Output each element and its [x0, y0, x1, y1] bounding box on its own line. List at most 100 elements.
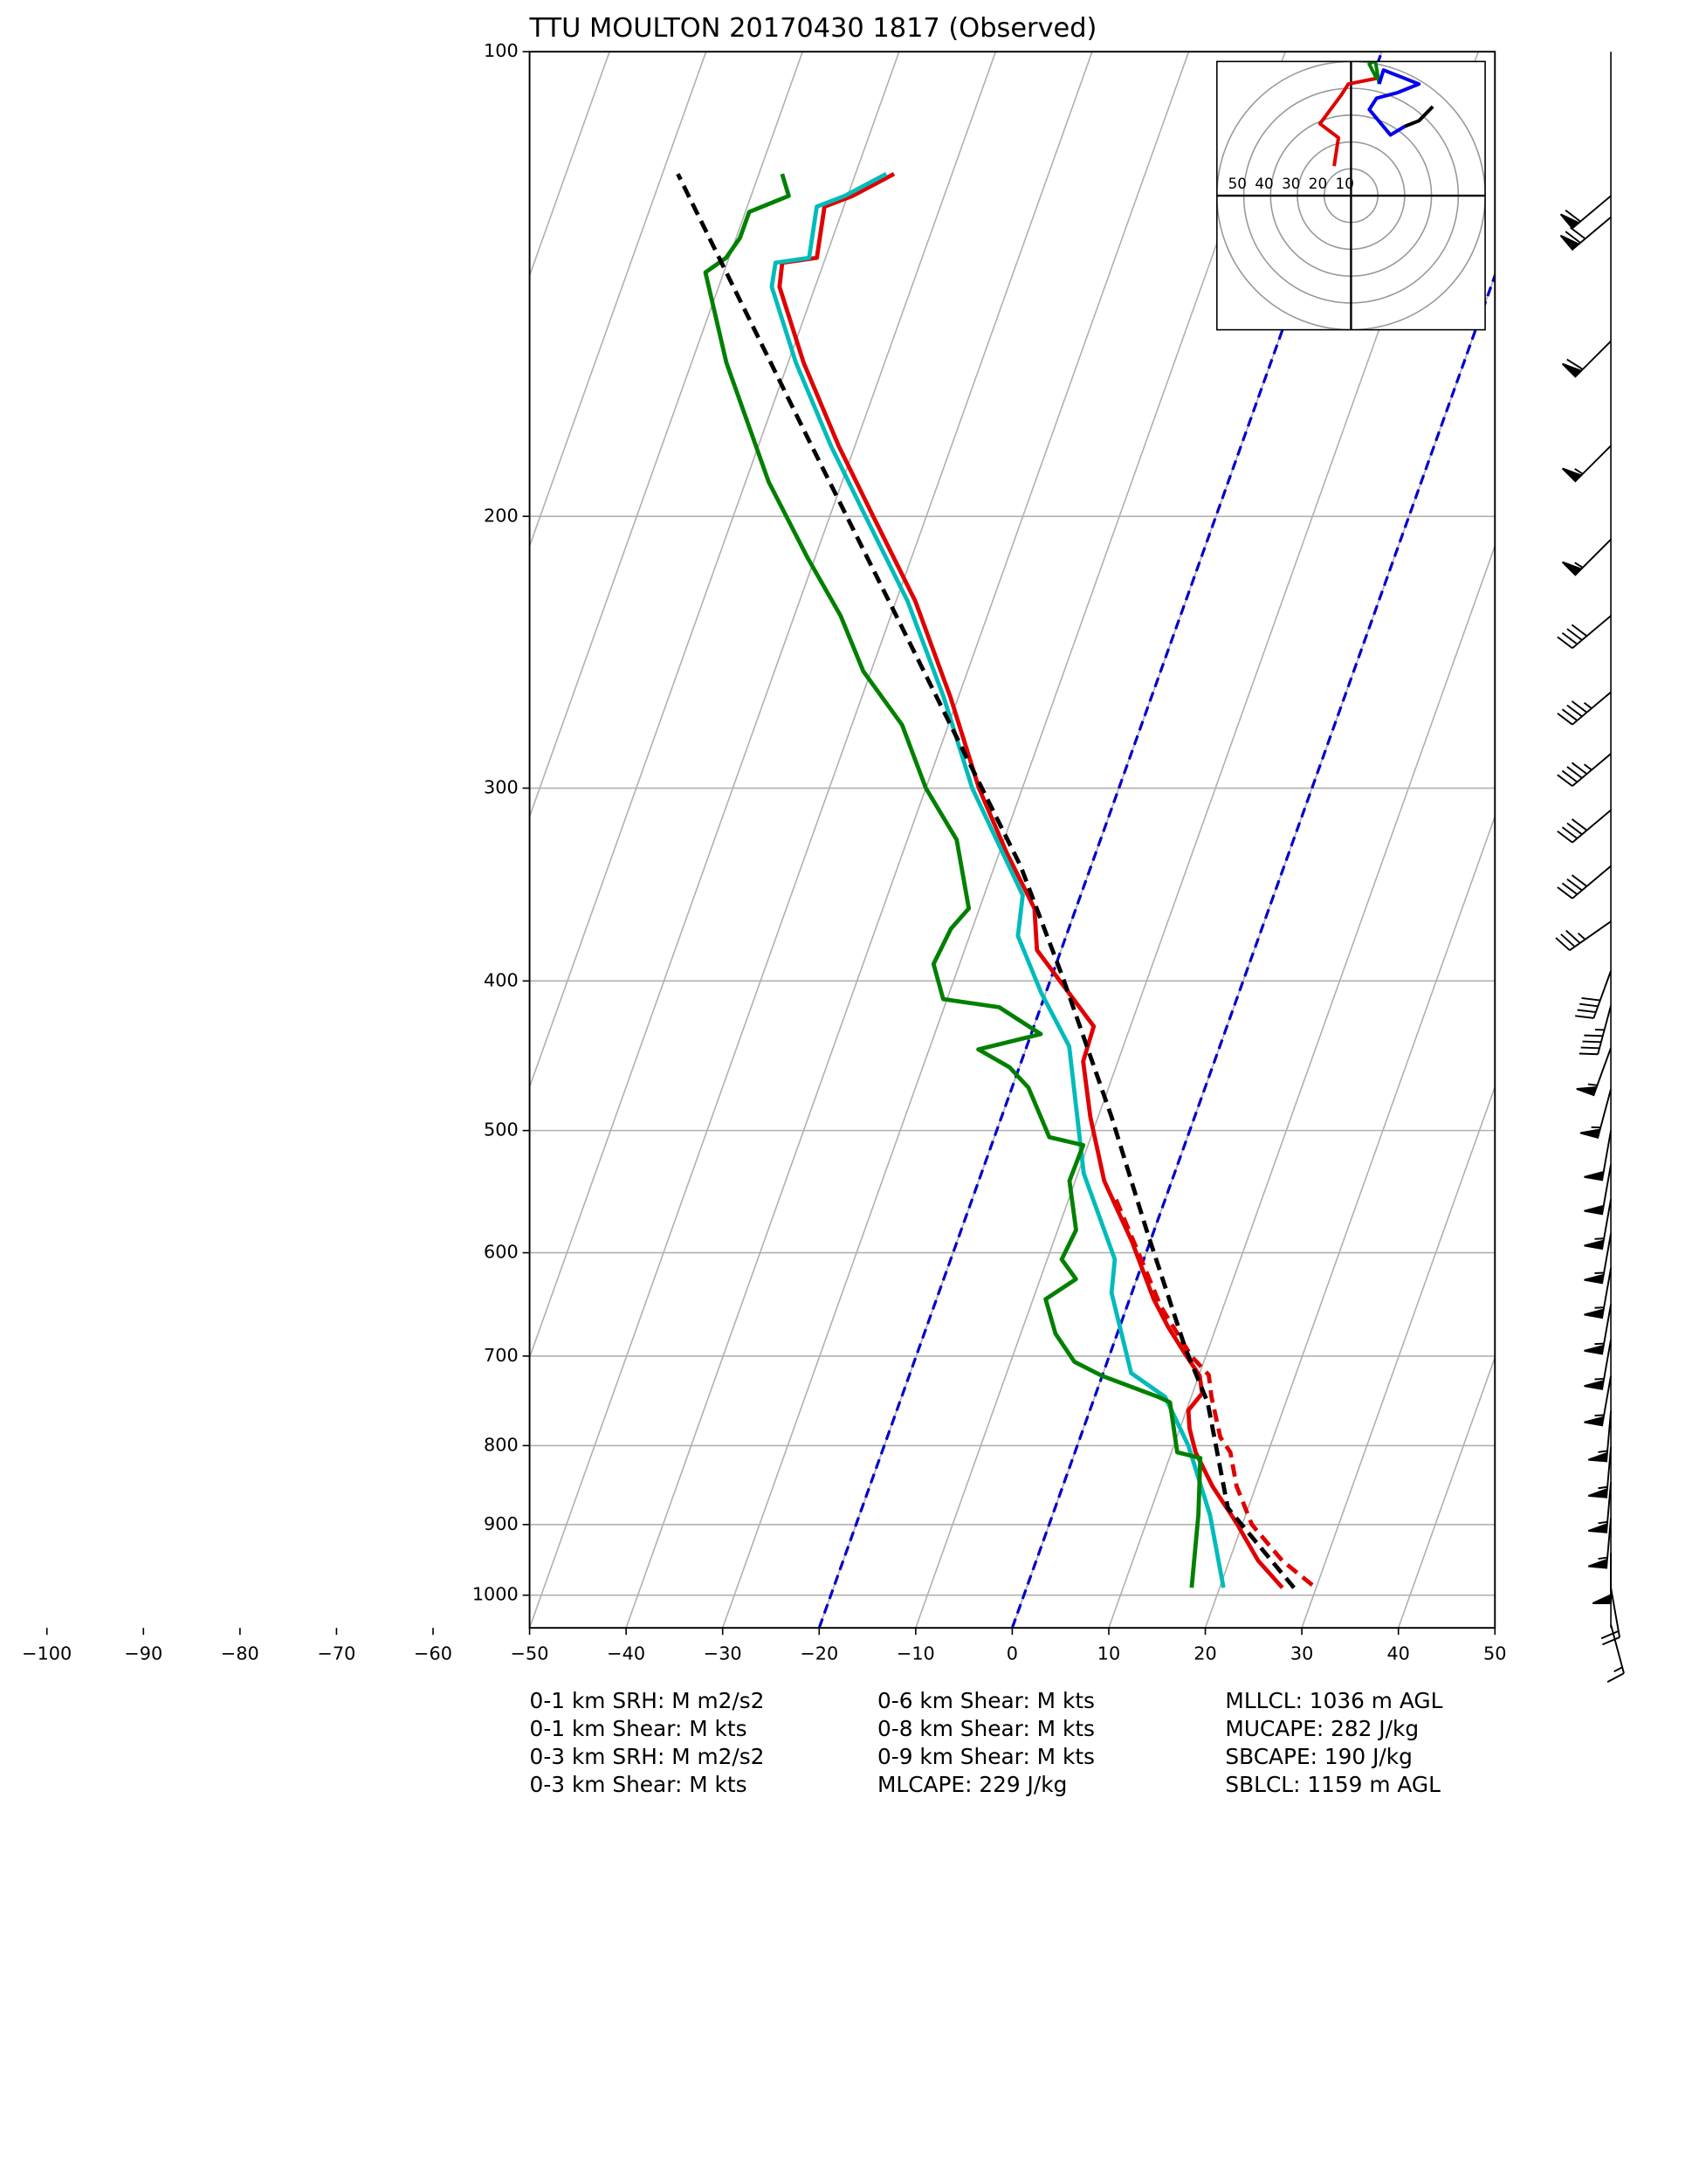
- y-tick-label: 700: [484, 1345, 519, 1366]
- wind-barb: [1579, 1088, 1612, 1139]
- y-tick-label: 200: [484, 505, 519, 526]
- x-tick-label: 30: [1290, 1643, 1313, 1664]
- wind-barb: [1561, 444, 1612, 483]
- hodograph: 50 40 30 20 10: [1216, 60, 1486, 331]
- x-tick-label: 10: [1097, 1643, 1120, 1664]
- chart-title: TTU MOULTON 20170430 1817 (Observed): [529, 13, 1097, 44]
- wind-barb: [1606, 1624, 1625, 1684]
- wind-barb: [1584, 1233, 1613, 1285]
- wind-barb: [1555, 920, 1612, 951]
- wind-barb: [1557, 691, 1612, 726]
- isotherm: [529, 52, 1093, 1629]
- y-tick-label: 300: [484, 777, 519, 798]
- dashed-isotherm: [1010, 271, 1496, 1629]
- wind-barb: [1584, 1130, 1613, 1182]
- wind-barb: [1584, 1339, 1613, 1390]
- stat-text: MLLCL: 1036 m AGL: [1225, 1688, 1442, 1713]
- hodograph-ring-label: 40: [1255, 175, 1273, 192]
- wind-barb: [1600, 1588, 1621, 1646]
- stat-text: SBCAPE: 190 J/kg: [1225, 1744, 1412, 1769]
- stat-text: 0-3 km SRH: M m2/s2: [530, 1744, 765, 1769]
- profile-line: [1111, 1193, 1314, 1587]
- stat-text: 0-6 km Shear: M kts: [877, 1688, 1095, 1713]
- wind-barb: [1561, 340, 1612, 378]
- x-tick-label: −80: [221, 1643, 259, 1664]
- x-tick-label: −60: [414, 1643, 452, 1664]
- y-tick-label: 800: [484, 1434, 519, 1455]
- plot-area: [529, 52, 1496, 1629]
- stat-text: 0-9 km Shear: M kts: [877, 1744, 1095, 1769]
- x-tick-label: 0: [1007, 1643, 1018, 1664]
- isotherm: [529, 52, 803, 819]
- isotherm: [529, 52, 997, 1360]
- isotherm: [529, 52, 707, 548]
- stat-text: 0-1 km SRH: M m2/s2: [530, 1688, 765, 1713]
- wind-barb: [1587, 1410, 1613, 1463]
- hodograph-trace: [1404, 105, 1434, 128]
- y-tick-label: 1000: [472, 1584, 519, 1605]
- hodograph-ring-label: 30: [1282, 175, 1300, 192]
- wind-barb: [1584, 1199, 1613, 1250]
- wind-barb: [1587, 1518, 1613, 1569]
- x-tick-label: −20: [800, 1643, 838, 1664]
- wind-barb: [1557, 753, 1612, 787]
- hodograph-frame: [1216, 60, 1486, 331]
- wind-barb: [1584, 1164, 1613, 1216]
- stat-text: SBLCL: 1159 m AGL: [1225, 1772, 1441, 1797]
- y-tick-label: 100: [484, 40, 519, 61]
- x-tick-label: 20: [1193, 1643, 1216, 1664]
- y-tick-label: 500: [484, 1120, 519, 1140]
- wind-barb: [1579, 1005, 1612, 1056]
- isotherm: [625, 52, 1190, 1629]
- profile-line: [769, 172, 1226, 1588]
- stat-text: 0-3 km Shear: M kts: [530, 1772, 747, 1797]
- profile-line: [703, 173, 1203, 1588]
- wind-barb: [1584, 1375, 1613, 1427]
- x-tick-label: −50: [511, 1643, 549, 1664]
- hodograph-trace: [1367, 68, 1421, 137]
- wind-barb: [1557, 865, 1612, 899]
- wind-barb: [1557, 809, 1612, 844]
- hodograph-ring-label: 10: [1336, 175, 1354, 192]
- profile-line: [777, 172, 1284, 1589]
- isotherm: [721, 52, 1286, 1629]
- x-tick-label: 40: [1386, 1643, 1409, 1664]
- isotherm: [1204, 814, 1496, 1629]
- wind-barb: [1584, 1268, 1613, 1319]
- wind-barb: [1592, 1553, 1613, 1604]
- x-tick-label: −90: [124, 1643, 162, 1664]
- x-tick-label: −70: [317, 1643, 355, 1664]
- overlay: 100 200 300 400 500 600 700 800 900 1000 −10 0 −90 −8…: [22, 40, 1625, 1797]
- wind-barb: [1587, 1447, 1613, 1498]
- y-tick-label: 400: [484, 969, 519, 990]
- isotherm: [529, 52, 900, 1090]
- x-tick-label: −30: [704, 1643, 742, 1664]
- wind-barb: [1559, 216, 1612, 251]
- y-tick-label: 900: [484, 1513, 519, 1534]
- wind-barb: [1559, 195, 1612, 230]
- hodograph-ring-label: 50: [1228, 175, 1247, 192]
- stat-text: MUCAPE: 282 J/kg: [1225, 1716, 1419, 1741]
- x-tick-label: −10: [897, 1643, 935, 1664]
- hodograph-trace: [1317, 76, 1378, 167]
- wind-barb: [1575, 970, 1612, 1019]
- wind-barb: [1584, 1304, 1613, 1355]
- dashed-isotherm: [817, 52, 1384, 1629]
- wind-barb: [1587, 1482, 1613, 1533]
- isotherm: [1108, 543, 1496, 1629]
- profile-line: [676, 173, 1296, 1589]
- hodograph-ring-label: 20: [1309, 175, 1327, 192]
- hodograph-plot: 50 40 30 20 10: [1216, 61, 1486, 330]
- isotherm: [1301, 1085, 1496, 1629]
- x-tick-label: 50: [1483, 1643, 1506, 1664]
- x-tick-label: −40: [607, 1643, 645, 1664]
- stat-text: MLCAPE: 229 J/kg: [877, 1772, 1067, 1797]
- isotherm: [1397, 1355, 1496, 1629]
- y-tick-label: 600: [484, 1242, 519, 1263]
- wind-barb: [1576, 1047, 1612, 1097]
- wind-barb: [1561, 539, 1612, 576]
- stat-text: 0-1 km Shear: M kts: [530, 1716, 747, 1741]
